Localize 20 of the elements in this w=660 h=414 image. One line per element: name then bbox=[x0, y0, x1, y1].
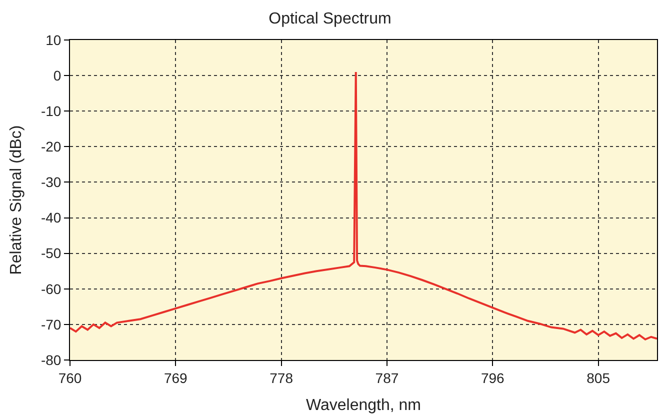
x-tick-label: 805 bbox=[586, 370, 610, 386]
y-tick-label: -60 bbox=[40, 280, 62, 297]
x-tick-label: 787 bbox=[375, 370, 399, 386]
y-tick-label: -50 bbox=[40, 245, 62, 262]
x-tick-label: 796 bbox=[480, 370, 505, 386]
y-tick-label: 0 bbox=[53, 67, 62, 84]
x-tick-label: 760 bbox=[58, 370, 82, 386]
y-tick-label: -40 bbox=[40, 210, 62, 226]
y-tick-label: -70 bbox=[40, 316, 62, 332]
line-series bbox=[70, 71, 657, 340]
x-axis-title: Wavelength, nm bbox=[306, 397, 422, 414]
x-tick-label: 778 bbox=[270, 370, 294, 386]
y-tick-label: -80 bbox=[40, 352, 62, 368]
y-axis-title: Relative Signal (dBc) bbox=[8, 125, 25, 275]
y-tick-label: 10 bbox=[46, 32, 62, 48]
y-tick-label: -10 bbox=[40, 103, 62, 120]
chart-title: Optical Spectrum bbox=[268, 10, 392, 28]
y-tick-label: -20 bbox=[40, 138, 62, 155]
y-tick-label: -30 bbox=[40, 174, 62, 190]
x-tick-label: 769 bbox=[164, 370, 188, 386]
